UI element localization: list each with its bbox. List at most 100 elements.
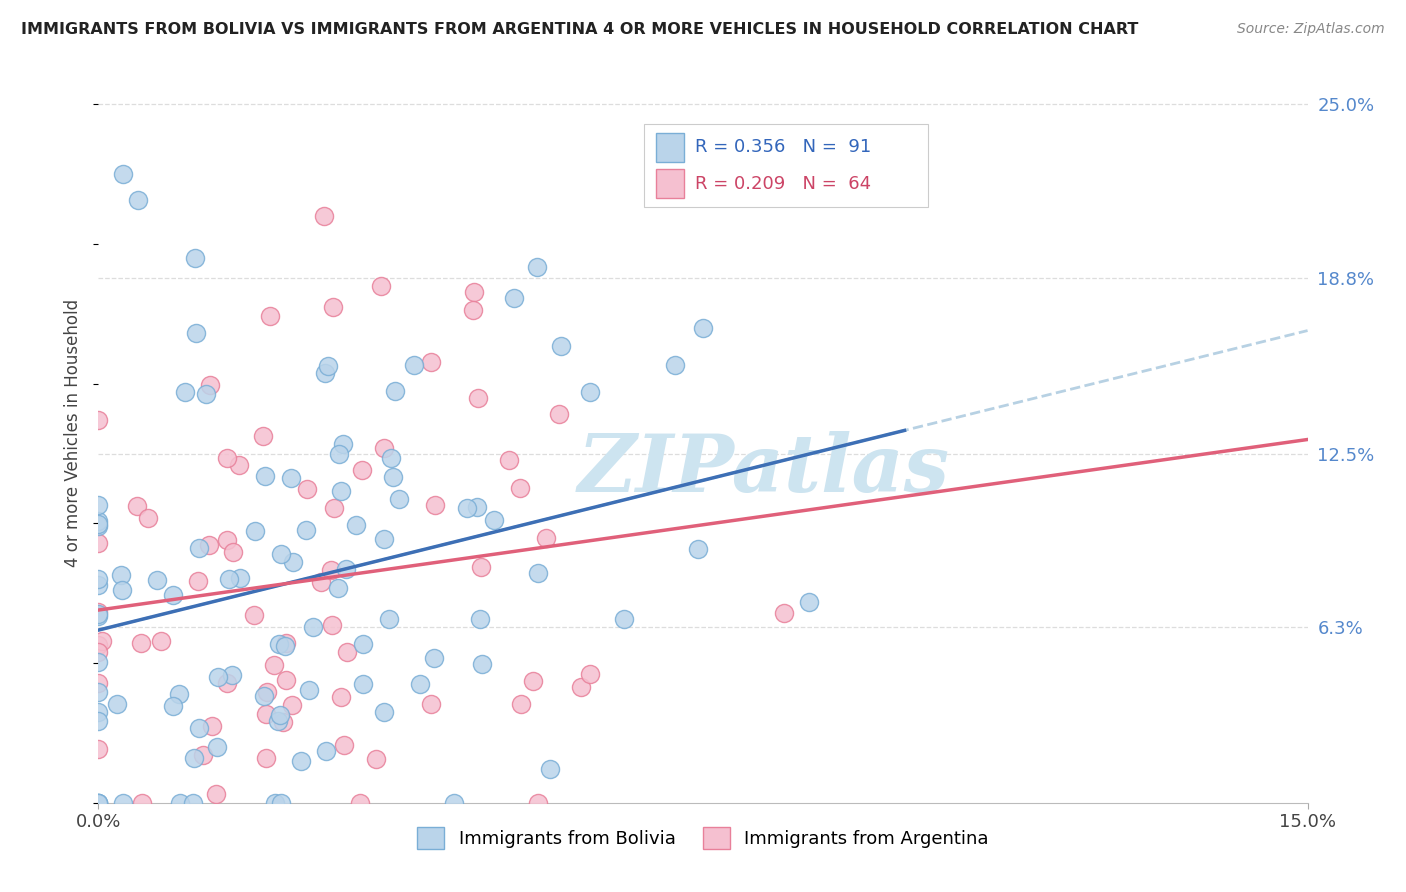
Point bbox=[87, 655, 110, 669]
Point bbox=[470, 560, 492, 574]
Point bbox=[87, 714, 110, 728]
Point bbox=[333, 738, 356, 752]
Point bbox=[87, 796, 110, 810]
Text: R = 0.356   N =  91: R = 0.356 N = 91 bbox=[696, 138, 872, 156]
Point bbox=[276, 673, 298, 687]
Point bbox=[267, 714, 290, 729]
Point bbox=[193, 748, 215, 763]
Point bbox=[382, 470, 405, 484]
Point bbox=[463, 285, 485, 299]
Point bbox=[332, 437, 354, 451]
Point bbox=[217, 676, 239, 690]
Point bbox=[131, 796, 153, 810]
Point bbox=[150, 634, 173, 648]
Point bbox=[169, 796, 191, 810]
Point bbox=[162, 589, 184, 603]
Point bbox=[364, 752, 387, 766]
Point bbox=[229, 571, 252, 585]
Point bbox=[686, 541, 709, 556]
Point bbox=[270, 796, 292, 810]
Point bbox=[243, 524, 266, 538]
Point bbox=[295, 523, 318, 537]
Point bbox=[425, 498, 447, 512]
Point bbox=[509, 697, 531, 711]
Point bbox=[461, 302, 484, 317]
Point bbox=[90, 633, 112, 648]
Point bbox=[330, 484, 353, 499]
Point bbox=[87, 572, 110, 586]
Point bbox=[87, 742, 110, 756]
Point bbox=[254, 750, 277, 764]
Point bbox=[87, 675, 110, 690]
Y-axis label: 4 or more Vehicles in Household: 4 or more Vehicles in Household bbox=[65, 299, 83, 566]
Point bbox=[378, 612, 401, 626]
Point bbox=[772, 606, 794, 620]
Point bbox=[468, 612, 491, 626]
Point bbox=[467, 500, 489, 515]
Point bbox=[87, 413, 110, 427]
Point bbox=[87, 705, 110, 719]
Point bbox=[302, 620, 325, 634]
Text: Source: ZipAtlas.com: Source: ZipAtlas.com bbox=[1237, 22, 1385, 37]
Point bbox=[127, 193, 149, 207]
Point bbox=[290, 755, 312, 769]
Point bbox=[316, 359, 339, 373]
Point bbox=[409, 677, 432, 691]
Point bbox=[352, 637, 374, 651]
Point bbox=[207, 670, 229, 684]
Point bbox=[346, 517, 368, 532]
Point bbox=[111, 582, 134, 597]
Point bbox=[328, 447, 350, 461]
Point bbox=[259, 309, 281, 323]
Point bbox=[87, 605, 110, 619]
Point bbox=[110, 567, 132, 582]
Point bbox=[105, 697, 128, 711]
Point bbox=[252, 429, 274, 443]
Point bbox=[269, 708, 291, 723]
Point bbox=[186, 326, 208, 340]
Legend: Immigrants from Bolivia, Immigrants from Argentina: Immigrants from Bolivia, Immigrants from… bbox=[411, 821, 995, 856]
Point bbox=[370, 279, 392, 293]
Point bbox=[111, 167, 134, 181]
Point bbox=[263, 796, 285, 810]
Point bbox=[87, 796, 110, 810]
Point bbox=[536, 532, 558, 546]
Point bbox=[498, 452, 520, 467]
Point bbox=[253, 689, 276, 703]
Point bbox=[242, 608, 264, 623]
Point bbox=[87, 536, 110, 550]
Point bbox=[298, 682, 321, 697]
Point bbox=[527, 566, 550, 580]
Point bbox=[569, 680, 592, 694]
Point bbox=[509, 481, 531, 495]
Point bbox=[187, 721, 209, 735]
Point bbox=[280, 470, 302, 484]
Point bbox=[419, 355, 441, 369]
Point bbox=[380, 450, 402, 465]
Point bbox=[387, 492, 409, 507]
Point bbox=[167, 687, 190, 701]
Point bbox=[322, 300, 344, 314]
Point bbox=[87, 685, 110, 699]
Point bbox=[329, 690, 352, 704]
Point bbox=[281, 555, 304, 569]
Point bbox=[87, 578, 110, 592]
Point bbox=[692, 321, 714, 335]
Point bbox=[315, 744, 337, 758]
Point bbox=[664, 359, 686, 373]
Point bbox=[218, 572, 240, 586]
Point bbox=[335, 562, 357, 576]
Point bbox=[87, 609, 110, 624]
Point bbox=[295, 482, 318, 496]
Point bbox=[527, 796, 550, 810]
Point bbox=[201, 719, 224, 733]
Text: R = 0.209   N =  64: R = 0.209 N = 64 bbox=[696, 175, 872, 193]
Point bbox=[274, 639, 297, 653]
Point bbox=[254, 706, 277, 721]
Point bbox=[321, 618, 343, 632]
Point bbox=[221, 545, 243, 559]
Point bbox=[373, 532, 395, 546]
Point bbox=[87, 796, 110, 810]
Point bbox=[217, 450, 239, 465]
Point bbox=[187, 541, 209, 555]
